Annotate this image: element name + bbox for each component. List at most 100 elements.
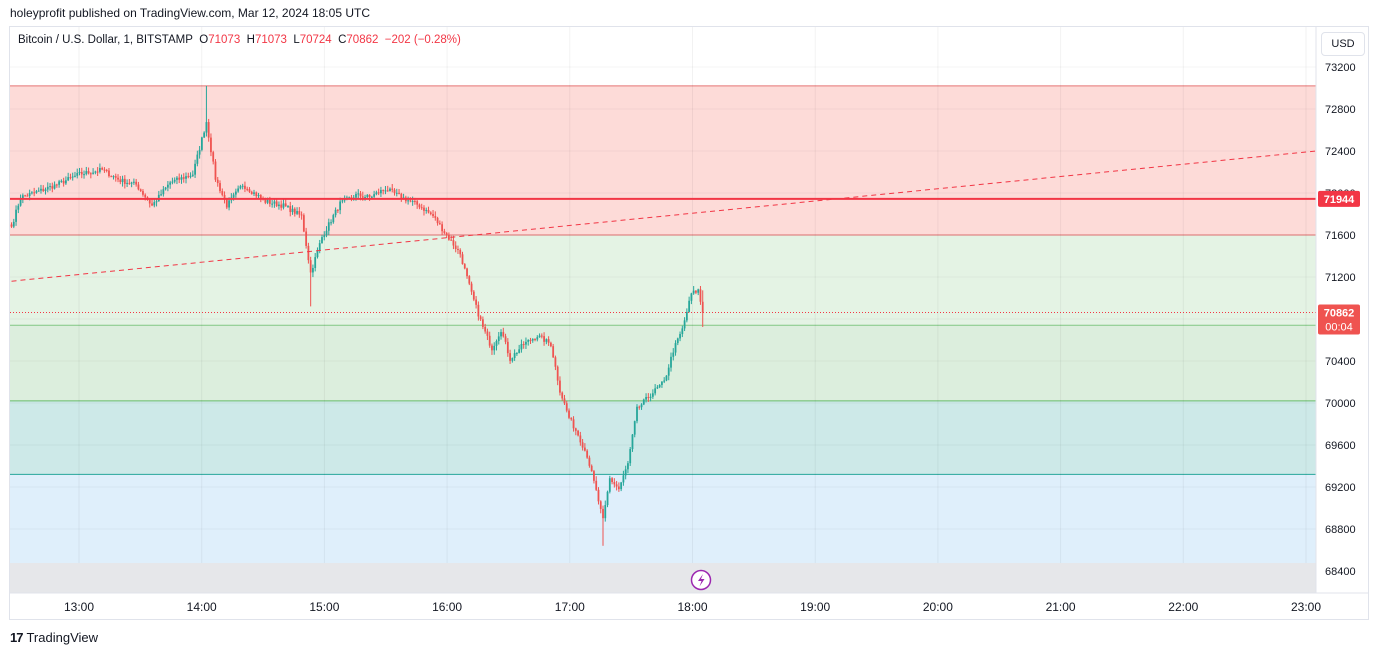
candle-body — [697, 289, 700, 293]
candle-body — [359, 193, 362, 197]
low-value: 70724 — [299, 34, 332, 46]
price-tick-label: 69200 — [1325, 482, 1356, 494]
candle-body — [46, 186, 49, 190]
candle-body — [597, 489, 600, 502]
candle-body — [370, 196, 373, 198]
symbol-name[interactable]: Bitcoin / U.S. Dollar, 1, BITSTAMP — [18, 34, 193, 46]
candle-body — [670, 356, 672, 368]
candle-body — [468, 276, 471, 284]
candle-body — [108, 170, 110, 177]
candle-body — [198, 149, 201, 155]
candle-body — [332, 215, 335, 223]
lightning-icon[interactable] — [690, 569, 712, 591]
candle-body — [364, 196, 366, 198]
candle-body — [531, 339, 534, 341]
candle-body — [71, 176, 74, 178]
zone-band-2 — [10, 235, 1316, 326]
candle-body — [348, 197, 351, 199]
candle-body — [325, 230, 328, 236]
candle-body — [448, 234, 450, 240]
candle-body — [563, 398, 566, 404]
candle-body — [173, 179, 176, 182]
candle-body — [513, 353, 516, 359]
candle-body — [366, 194, 369, 197]
candle-body — [182, 177, 185, 179]
candle-body — [629, 449, 632, 464]
candle-body — [298, 211, 301, 215]
candle-body — [493, 345, 496, 351]
candle-body — [384, 190, 387, 192]
candle-body — [101, 168, 104, 170]
candle-body — [321, 237, 323, 244]
time-tick-label: 22:00 — [1168, 600, 1198, 614]
time-axis[interactable]: 13:00 14:00 15:00 16:00 17:00 18:00 19:00 20:00… — [64, 600, 1321, 614]
candle-body — [221, 191, 224, 195]
candle-body — [278, 204, 280, 207]
candle-body — [207, 122, 210, 138]
level-price-tag — [1318, 190, 1360, 207]
currency-button[interactable]: USD — [1321, 32, 1365, 56]
footer-brand-name: TradingView — [26, 630, 99, 645]
candle-body — [624, 469, 627, 476]
candle-body — [26, 195, 29, 197]
candle-body — [640, 404, 643, 408]
candle-body — [559, 380, 561, 393]
candle-body — [210, 137, 212, 153]
candle-body — [10, 224, 13, 227]
time-tick-label: 13:00 — [64, 600, 94, 614]
candle-body — [454, 245, 457, 249]
candle-body — [339, 201, 342, 211]
candle-body — [425, 209, 428, 211]
close-label: C — [338, 34, 347, 46]
candle-body — [613, 482, 616, 485]
candle-body — [162, 189, 165, 195]
candle-body — [534, 339, 536, 341]
candle-body — [611, 478, 613, 483]
candle-body — [293, 208, 296, 214]
footer-brand[interactable]: 17 TradingView — [10, 630, 98, 645]
level-price-text: 71944 — [1324, 194, 1355, 206]
candle-body — [289, 206, 292, 213]
candle-body — [570, 417, 573, 420]
candle-body — [76, 172, 79, 176]
candle-body — [627, 463, 629, 470]
candle-body — [407, 200, 410, 202]
candle-body — [593, 471, 595, 481]
candle-body — [266, 199, 269, 203]
candle-body — [264, 198, 267, 203]
candle-body — [330, 222, 332, 224]
candle-body — [658, 384, 661, 388]
candle-body — [672, 352, 675, 357]
candle-body — [144, 194, 147, 198]
candle-body — [699, 289, 702, 302]
candle-body — [49, 186, 51, 188]
candle-body — [228, 200, 230, 208]
candle-body — [166, 184, 169, 188]
price-tags: 71944 70862 00:04 — [1318, 190, 1360, 335]
candle-body — [522, 344, 525, 346]
candle-body — [287, 206, 289, 208]
candle-body — [191, 174, 194, 176]
publish-line: holeyprofit published on TradingView.com… — [10, 6, 370, 20]
candle-body — [520, 344, 523, 350]
candle-body — [606, 491, 609, 506]
candle-body — [119, 179, 122, 183]
candle-body — [55, 184, 58, 186]
candle-body — [357, 193, 360, 195]
chart-frame — [9, 26, 1369, 620]
candle-body — [205, 122, 208, 133]
candle-body — [427, 209, 430, 213]
candle-body — [35, 191, 38, 193]
candle-body — [443, 231, 446, 233]
candle-body — [561, 392, 564, 399]
time-tick-label: 18:00 — [677, 600, 707, 614]
candle-body — [185, 176, 187, 179]
zone-band-1 — [10, 85, 1316, 236]
candle-body — [271, 203, 274, 205]
candle-body — [151, 203, 153, 206]
candle-body — [695, 290, 697, 293]
candle-body — [187, 176, 190, 178]
candle-body — [429, 212, 432, 215]
candle-body — [128, 182, 131, 184]
